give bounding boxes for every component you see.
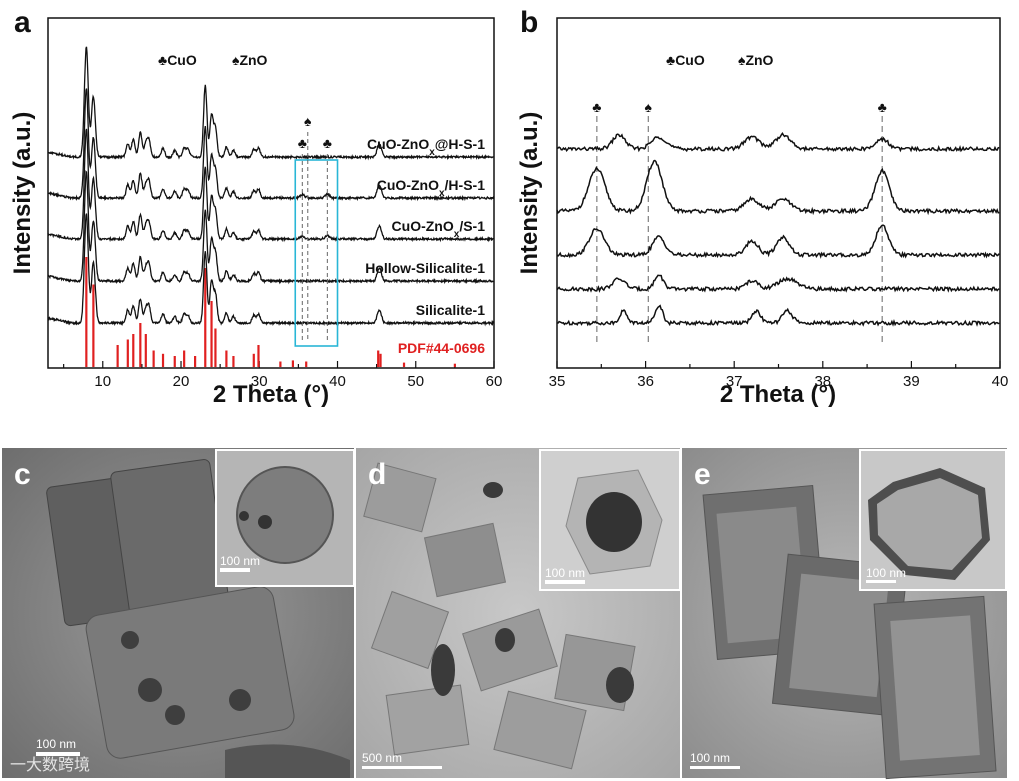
panel-label-c: c	[14, 458, 31, 491]
x-tick-label-b: 36	[637, 373, 654, 390]
tem-image-e: 100 nm 100 nm e	[682, 448, 1007, 780]
x-tick-label-a: 60	[486, 373, 503, 390]
spade-icon: ♠	[645, 99, 653, 115]
watermark: 一大数跨境	[10, 755, 90, 774]
xrd-trace-zoom	[557, 304, 1000, 327]
panel-label-e: e	[694, 458, 711, 491]
spade-icon: ♠	[304, 113, 312, 129]
xrd-trace	[47, 46, 494, 161]
xrd-trace-zoom	[556, 224, 1000, 259]
legend-entry: ♣CuO	[666, 52, 705, 68]
club-icon: ♣	[878, 99, 887, 115]
series-label: CuO-ZnOx/H-S-1	[377, 177, 485, 199]
legend-entry: ♠ZnO	[738, 52, 774, 68]
scale-bar-c: 100 nm	[36, 737, 76, 751]
series-label: CuO-ZnOx/S-1	[392, 218, 486, 240]
x-tick-label-b: 35	[549, 373, 566, 390]
panel-label-a: a	[14, 6, 31, 39]
series-label: CuO-ZnOx@H-S-1	[367, 136, 485, 158]
series-label: Silicalite-1	[416, 302, 485, 318]
x-axis-label-b: 2 Theta (°)	[720, 381, 836, 408]
x-tick-label-b: 38	[814, 373, 831, 390]
x-tick-label-b: 40	[992, 373, 1009, 390]
xrd-trace	[47, 88, 495, 202]
highlight-box	[294, 159, 339, 347]
y-axis-label-b: Intensity (a.u.)	[516, 112, 543, 275]
xrd-trace	[47, 170, 494, 285]
legend-entry: ♠ZnO	[232, 52, 268, 68]
y-axis-label-a: Intensity (a.u.)	[9, 112, 36, 275]
club-icon: ♣	[298, 135, 307, 151]
xrd-trace-zoom	[556, 132, 1000, 153]
x-tick-label-a: 10	[94, 373, 111, 390]
club-icon: ♣	[592, 99, 601, 115]
xrd-trace-zoom	[556, 274, 1000, 293]
tem-image-c: 100 nm 100 nm c 一大数跨境	[2, 448, 355, 778]
club-icon: ♣	[323, 135, 332, 151]
x-tick-label-b: 39	[903, 373, 920, 390]
reference-label: PDF#44-0696	[398, 340, 485, 356]
xrd-trace	[47, 128, 494, 243]
xrd-chart-a: 10 20 30 40 50 60 CuO-ZnOx@H-S-1 CuO-ZnOx/H-S-…	[9, 17, 503, 408]
xrd-trace	[47, 213, 495, 327]
x-tick-label-a: 30	[251, 373, 268, 390]
panel-label-d: d	[368, 458, 386, 491]
plot-frame-b	[556, 17, 1001, 369]
x-tick-label-a: 50	[407, 373, 424, 390]
panel-label-b: b	[520, 6, 538, 39]
scale-bar-e: 100 nm	[690, 751, 730, 765]
x-axis-label-a: 2 Theta (°)	[213, 381, 329, 408]
scale-bar-inset-e: 100 nm	[866, 566, 906, 580]
x-tick-label-a: 20	[173, 373, 190, 390]
scale-bar-inset-d: 100 nm	[545, 566, 585, 580]
legend-entry: ♣CuO	[158, 52, 197, 68]
tem-image-d: 100 nm 500 nm d	[356, 448, 681, 778]
x-tick-label-b: 37	[726, 373, 743, 390]
series-label: Hollow-Silicalite-1	[365, 260, 485, 276]
scale-bar-inset-c: 100 nm	[220, 554, 260, 568]
x-tick-label-a: 40	[329, 373, 346, 390]
scale-bar-d: 500 nm	[362, 751, 402, 765]
xrd-trace-zoom	[556, 159, 1000, 216]
xrd-chart-b: 35 36 37 38 39 40 ♣ ♠ ♣ ♣CuO ♠ZnO 2 Theta (°) In…	[516, 17, 1009, 408]
